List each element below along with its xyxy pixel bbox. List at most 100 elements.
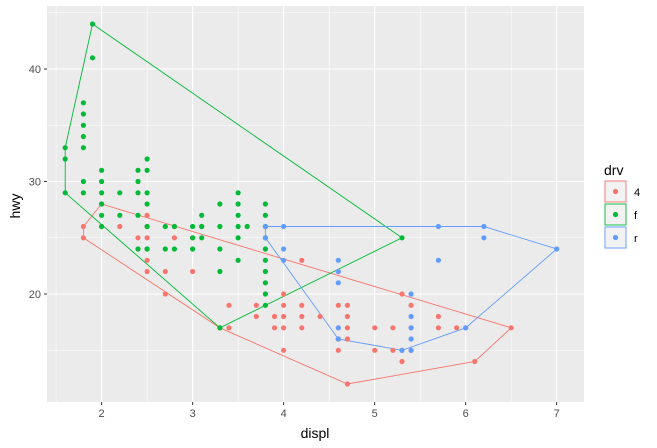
point-f bbox=[262, 291, 268, 297]
point-f bbox=[135, 212, 141, 218]
point-r bbox=[335, 257, 341, 263]
point-f bbox=[217, 223, 223, 230]
point-f bbox=[262, 246, 268, 252]
point-r bbox=[481, 223, 487, 230]
point-f bbox=[135, 167, 141, 173]
point-r bbox=[262, 235, 268, 241]
point-r bbox=[262, 223, 268, 230]
point-f bbox=[99, 178, 105, 185]
point-f bbox=[190, 246, 196, 252]
point-f bbox=[80, 122, 86, 128]
point-4 bbox=[299, 257, 305, 263]
point-4 bbox=[162, 291, 168, 297]
point-f bbox=[217, 325, 223, 331]
point-f bbox=[190, 223, 196, 230]
point-f bbox=[171, 246, 177, 252]
x-tick-label: 7 bbox=[554, 408, 560, 420]
point-4 bbox=[372, 347, 378, 353]
legend: drv 4 fr bbox=[603, 162, 640, 250]
point-f bbox=[62, 145, 68, 151]
point-4 bbox=[399, 291, 405, 297]
point-r bbox=[481, 235, 487, 241]
point-r bbox=[435, 223, 441, 230]
point-f bbox=[199, 212, 205, 218]
point-f bbox=[262, 257, 268, 263]
point-4 bbox=[162, 268, 168, 275]
point-f bbox=[62, 156, 68, 162]
legend-key-point-r bbox=[612, 234, 619, 241]
x-tick-label: 4 bbox=[281, 408, 287, 420]
point-f bbox=[171, 223, 177, 230]
point-f bbox=[89, 55, 96, 61]
point-4 bbox=[508, 325, 514, 331]
point-f bbox=[144, 190, 150, 196]
point-f bbox=[99, 201, 105, 207]
point-f bbox=[199, 223, 205, 230]
point-4 bbox=[80, 223, 86, 230]
points bbox=[62, 21, 560, 387]
point-4 bbox=[299, 325, 305, 331]
point-4 bbox=[226, 302, 232, 308]
point-4 bbox=[144, 212, 150, 218]
legend-key-point-4 bbox=[612, 188, 619, 195]
point-4 bbox=[390, 347, 396, 353]
point-4 bbox=[344, 336, 350, 342]
point-f bbox=[162, 223, 168, 230]
point-4 bbox=[435, 325, 441, 331]
point-r bbox=[463, 325, 469, 331]
point-f bbox=[117, 190, 123, 196]
point-f bbox=[217, 246, 223, 252]
point-f bbox=[235, 257, 241, 263]
legend-title: drv bbox=[604, 162, 623, 178]
point-f bbox=[135, 190, 141, 196]
point-4 bbox=[271, 325, 278, 331]
point-f bbox=[217, 268, 223, 275]
point-r bbox=[335, 325, 341, 331]
point-f bbox=[80, 178, 86, 185]
point-f bbox=[99, 212, 105, 218]
point-f bbox=[262, 268, 268, 275]
grid-major bbox=[47, 6, 584, 402]
point-f bbox=[80, 100, 86, 106]
point-r bbox=[408, 336, 414, 342]
x-axis-title: displ bbox=[301, 425, 330, 441]
point-4 bbox=[435, 313, 441, 320]
legend-key-outline-4 bbox=[604, 180, 627, 203]
point-f bbox=[235, 201, 241, 207]
point-f bbox=[235, 223, 241, 230]
point-4 bbox=[117, 223, 123, 230]
point-4 bbox=[253, 302, 259, 308]
point-r bbox=[335, 280, 341, 286]
point-f bbox=[235, 190, 241, 196]
point-f bbox=[235, 235, 241, 241]
point-r bbox=[281, 223, 287, 230]
point-4 bbox=[472, 358, 478, 365]
point-r bbox=[281, 257, 287, 263]
point-4 bbox=[299, 313, 305, 320]
point-4 bbox=[253, 313, 259, 320]
point-4 bbox=[299, 302, 305, 308]
point-f bbox=[217, 201, 223, 207]
point-f bbox=[190, 235, 196, 241]
point-4 bbox=[281, 313, 287, 320]
point-4 bbox=[281, 325, 287, 331]
point-4 bbox=[144, 257, 150, 263]
point-f bbox=[80, 111, 86, 117]
point-r bbox=[408, 291, 414, 297]
point-f bbox=[162, 246, 168, 252]
point-4 bbox=[144, 268, 150, 275]
point-f bbox=[144, 156, 150, 162]
point-r bbox=[554, 246, 560, 252]
point-4 bbox=[399, 358, 405, 365]
point-f bbox=[89, 21, 96, 27]
point-f bbox=[262, 212, 268, 218]
point-4 bbox=[344, 325, 350, 331]
tick-labels: 2 3 4 5 6 7 20 30 40 bbox=[29, 64, 560, 420]
point-f bbox=[262, 280, 268, 286]
point-f bbox=[144, 201, 150, 207]
hull-4 bbox=[82, 203, 513, 385]
legend-key-point-f bbox=[612, 211, 619, 218]
y-axis-title: hwy bbox=[7, 194, 23, 219]
point-r bbox=[399, 347, 405, 353]
y-tick-label: 30 bbox=[29, 177, 41, 189]
